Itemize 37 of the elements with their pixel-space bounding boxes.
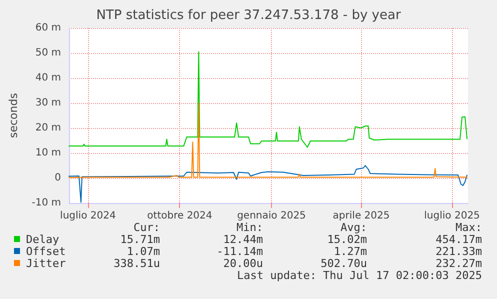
- y-axis-title: seconds: [7, 92, 20, 138]
- y-tick-label: -10 m: [32, 198, 61, 208]
- y-tick-label: 40 m: [35, 72, 61, 84]
- y-tick-label: 60 m: [35, 22, 61, 34]
- line-series: [68, 102, 468, 178]
- legend-label: Delay: [26, 233, 60, 246]
- text: 15.02m: [327, 233, 368, 246]
- text: Cur:: [134, 221, 160, 234]
- y-tick-label: 0: [54, 172, 61, 184]
- text: 454.17m: [436, 233, 482, 246]
- text: Max:: [456, 221, 482, 234]
- legend-label: Offset: [26, 245, 66, 258]
- x-tick-label: gennaio 2025: [237, 210, 306, 222]
- text: Last update: Thu Jul 17 02:00:03 2025: [236, 269, 482, 282]
- text: Avg:: [340, 221, 368, 234]
- text: Min:: [236, 221, 264, 234]
- chart-title: NTP statistics for peer 37.247.53.178 - by year: [96, 8, 402, 23]
- x-tick-label: ottobre 2024: [147, 210, 212, 222]
- text: 1.07m: [126, 245, 160, 258]
- x-tick-label: aprile 2025: [332, 210, 390, 222]
- text: 221.33m: [436, 245, 482, 258]
- y-tick-label: 20 m: [35, 122, 61, 134]
- text: 338.51u: [114, 257, 160, 270]
- text: -11.14m: [216, 245, 264, 258]
- line-series: [68, 51, 468, 148]
- y-tick-label: 50 m: [35, 48, 61, 58]
- y-tick-label: 30 m: [35, 98, 61, 108]
- text: 232.27m: [436, 257, 482, 270]
- x-tick-label: luglio 2024: [60, 210, 116, 222]
- text: 12.44m: [223, 233, 264, 246]
- text: 20.00u: [223, 257, 264, 270]
- text: 15.71m: [120, 233, 160, 246]
- legend-label: Jitter: [26, 257, 66, 270]
- y-tick-label: 10 m: [35, 148, 61, 158]
- text: 1.27m: [334, 245, 368, 258]
- text: 502.70u: [320, 257, 367, 270]
- x-tick-label: luglio 2025: [424, 210, 480, 222]
